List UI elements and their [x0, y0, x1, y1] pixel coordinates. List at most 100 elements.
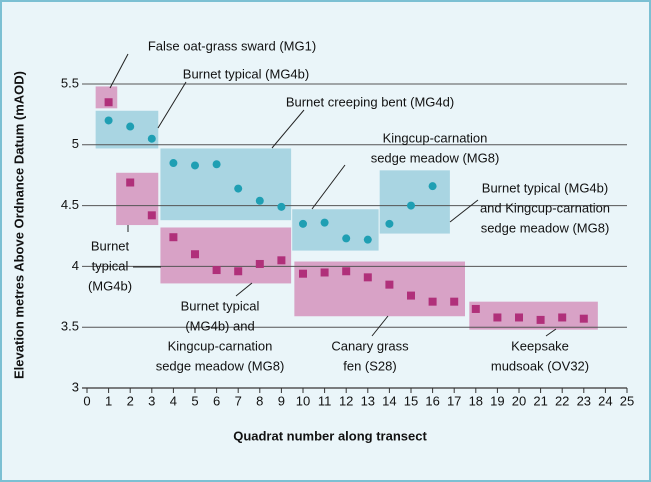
- x-tick-label: 11: [318, 393, 332, 408]
- annotation: (MG4b): [88, 278, 132, 293]
- x-tick-label: 21: [533, 393, 547, 408]
- annotation: fen (S28): [343, 358, 396, 373]
- y-axis-label: Elevation metres Above Ordnance Datum (m…: [11, 71, 26, 379]
- x-tick-label: 7: [235, 393, 242, 408]
- annotation: Burnet typical (MG4b): [183, 66, 309, 81]
- x-tick-label: 10: [296, 393, 310, 408]
- annotation: Burnet typical: [181, 298, 260, 313]
- x-tick-label: 13: [361, 393, 375, 408]
- annotations: False oat-grass sward (MG1) Burnet typica…: [88, 38, 610, 373]
- point: [385, 219, 394, 228]
- x-tick-label: 19: [490, 393, 504, 408]
- annotation: sedge meadow (MG8): [371, 150, 500, 165]
- point: [169, 159, 178, 168]
- y-tick-label: 5: [72, 136, 79, 151]
- point: [450, 297, 459, 306]
- point: [342, 234, 351, 243]
- point: [169, 233, 178, 242]
- annotation: Canary grass: [331, 338, 409, 353]
- annotation: mudsoak (OV32): [491, 358, 589, 373]
- point: [299, 219, 307, 228]
- habitat-region: [292, 209, 379, 251]
- annotation: sedge meadow (MG8): [481, 220, 610, 235]
- y-tick-label: 5.5: [61, 75, 79, 90]
- point: [191, 250, 199, 259]
- annotation: Burnet creeping bent (MG4d): [286, 94, 454, 109]
- point: [212, 160, 221, 169]
- x-tick-label: 14: [382, 393, 396, 408]
- x-tick-label: 24: [598, 393, 612, 408]
- x-tick-label: 25: [620, 393, 634, 408]
- habitat-region: [294, 261, 465, 317]
- point: [407, 291, 415, 300]
- x-tick-label: 2: [127, 393, 134, 408]
- annotation: and Kingcup-carnation: [480, 200, 610, 215]
- point: [255, 259, 264, 268]
- point: [234, 184, 243, 193]
- point: [471, 304, 480, 313]
- habitat-region: [95, 110, 159, 149]
- point: [579, 314, 588, 323]
- point: [147, 134, 156, 143]
- annotation: Kingcup-carnation: [168, 338, 273, 353]
- annotation: sedge meadow (MG8): [156, 358, 285, 373]
- annotation: (MG4b) and: [185, 318, 254, 333]
- point: [428, 297, 437, 306]
- x-tick-label: 0: [83, 393, 90, 408]
- point: [277, 202, 286, 211]
- x-tick-label: 16: [425, 393, 439, 408]
- point: [363, 235, 372, 244]
- point: [385, 280, 394, 289]
- point: [126, 122, 135, 131]
- x-tick-label: 8: [256, 393, 263, 408]
- point: [191, 161, 199, 170]
- annotation: False oat-grass sward (MG1): [148, 38, 316, 53]
- point: [126, 178, 135, 187]
- x-tick-label: 4: [170, 393, 177, 408]
- x-tick-label: 3: [148, 393, 155, 408]
- point: [255, 196, 264, 205]
- y-tick-label: 3.5: [61, 319, 79, 334]
- point: [515, 313, 523, 322]
- x-tick-label: 20: [512, 393, 526, 408]
- annotation: Burnet typical (MG4b): [482, 180, 608, 195]
- leader-lines: [109, 53, 557, 337]
- x-tick-label: 17: [447, 393, 461, 408]
- habitat-region: [160, 148, 292, 221]
- y-tick-label: 4: [72, 258, 79, 273]
- point: [320, 268, 329, 277]
- point: [536, 315, 545, 324]
- y-tick-label: 3: [72, 379, 79, 394]
- x-tick-label: 18: [469, 393, 483, 408]
- point: [104, 116, 113, 125]
- point: [234, 267, 243, 276]
- x-tick-label: 1: [105, 393, 112, 408]
- annotation: Kingcup-carnation: [383, 130, 488, 145]
- x-tick-label: 6: [213, 393, 220, 408]
- annotation: Burnet: [91, 238, 130, 253]
- point: [104, 98, 113, 107]
- point: [277, 256, 286, 265]
- point: [299, 269, 307, 278]
- x-tick-label: 12: [339, 393, 353, 408]
- y-tick-label: 4.5: [61, 197, 79, 212]
- annotation: typical: [92, 258, 129, 273]
- x-tick-label: 22: [555, 393, 569, 408]
- x-tick-label: 15: [404, 393, 418, 408]
- point: [558, 313, 567, 322]
- point: [212, 266, 221, 275]
- annotation: Keepsake: [511, 338, 569, 353]
- x-tick-label: 9: [278, 393, 285, 408]
- habitat-region: [469, 301, 598, 330]
- habitat-region: [160, 227, 292, 284]
- point: [493, 313, 502, 322]
- x-axis-label: Quadrat number along transect: [233, 428, 427, 443]
- point: [342, 267, 351, 276]
- point: [407, 201, 415, 210]
- point: [363, 273, 372, 282]
- point: [147, 211, 156, 220]
- x-tick-label: 5: [191, 393, 198, 408]
- point: [320, 218, 329, 227]
- x-tick-label: 23: [577, 393, 591, 408]
